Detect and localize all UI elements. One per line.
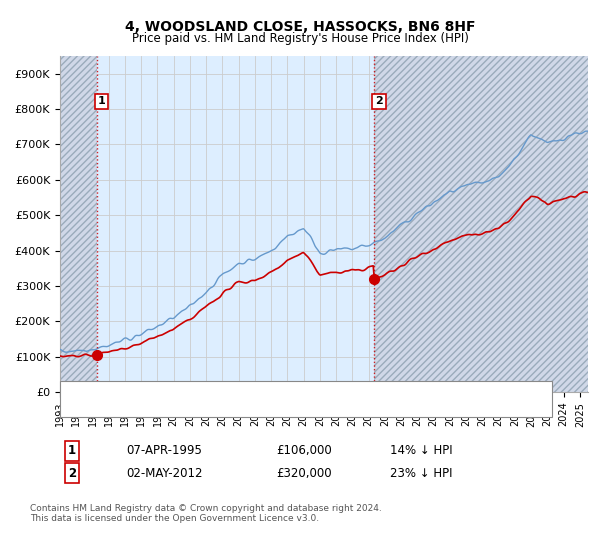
Text: £320,000: £320,000 (276, 466, 332, 480)
Text: ——: —— (75, 383, 103, 397)
Text: 14% ↓ HPI: 14% ↓ HPI (390, 444, 452, 458)
Bar (60, 56, 97, 392)
Bar (374, 56, 588, 392)
Text: £106,000: £106,000 (276, 444, 332, 458)
Text: 02-MAY-2012: 02-MAY-2012 (126, 466, 203, 480)
Text: 4, WOODSLAND CLOSE, HASSOCKS, BN6 8HF: 4, WOODSLAND CLOSE, HASSOCKS, BN6 8HF (125, 20, 475, 34)
Text: 1: 1 (68, 444, 76, 458)
Text: ——: —— (75, 401, 103, 415)
Text: 2: 2 (68, 466, 76, 480)
Text: 07-APR-1995: 07-APR-1995 (126, 444, 202, 458)
Text: 1: 1 (98, 96, 106, 106)
Text: 2: 2 (375, 96, 383, 106)
Text: Contains HM Land Registry data © Crown copyright and database right 2024.
This d: Contains HM Land Registry data © Crown c… (30, 504, 382, 524)
Text: 4, WOODSLAND CLOSE, HASSOCKS, BN6 8HF (detached house): 4, WOODSLAND CLOSE, HASSOCKS, BN6 8HF (d… (105, 385, 436, 395)
Text: 23% ↓ HPI: 23% ↓ HPI (390, 466, 452, 480)
Text: Price paid vs. HM Land Registry's House Price Index (HPI): Price paid vs. HM Land Registry's House … (131, 32, 469, 45)
Text: HPI: Average price, detached house, Mid Sussex: HPI: Average price, detached house, Mid … (105, 403, 356, 413)
